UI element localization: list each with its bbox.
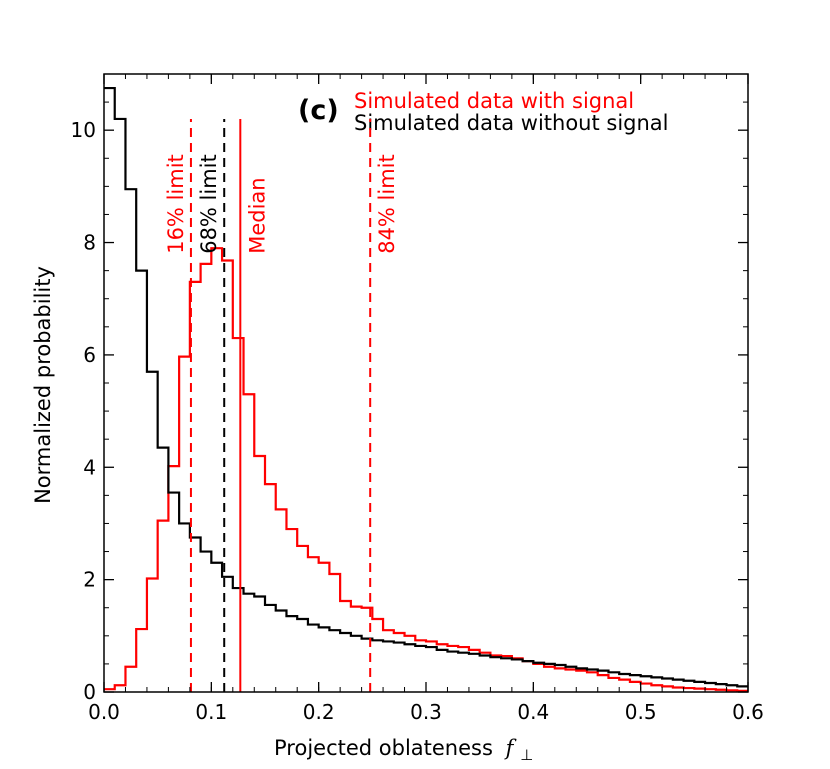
y-tick-label: 4 [83,455,96,479]
vline-label-68-limit: 68% limit [197,154,221,254]
vline-label-16-limit: 16% limit [164,154,188,254]
y-tick-label: 6 [83,343,96,367]
x-tick-label: 0.5 [625,700,657,724]
panel-label: (c) [298,95,339,126]
x-tick-label: 0.0 [88,700,120,724]
legend-entry-without-signal: Simulated data without signal [354,111,669,135]
x-tick-label: 0.2 [303,700,335,724]
x-axis-label: Projected oblateness f ⊥ [274,736,533,764]
y-tick-label: 0 [83,680,96,704]
vline-label-median: Median [245,177,269,253]
y-tick-label: 10 [71,118,96,142]
x-axis-label-subscript: ⊥ [520,746,533,764]
y-tick-label: 8 [83,231,96,255]
legend-entry-with-signal: Simulated data with signal [354,89,634,113]
svg-text:Projected oblateness f: Projected oblateness f ⊥ [274,736,533,764]
vline-label-84-limit: 84% limit [375,154,399,254]
histogram-without-signal [104,86,748,688]
x-axis-label-text: Projected oblateness [274,736,493,760]
x-axis-label-symbol: f [504,736,517,760]
x-tick-label: 0.3 [410,700,442,724]
histogram-with-signal [104,247,748,692]
x-tick-label: 0.4 [517,700,549,724]
x-tick-label: 0.6 [732,700,764,724]
x-tick-label: 0.1 [195,700,227,724]
y-tick-label: 2 [83,568,96,592]
y-axis-label: Normalized probability [31,266,55,504]
